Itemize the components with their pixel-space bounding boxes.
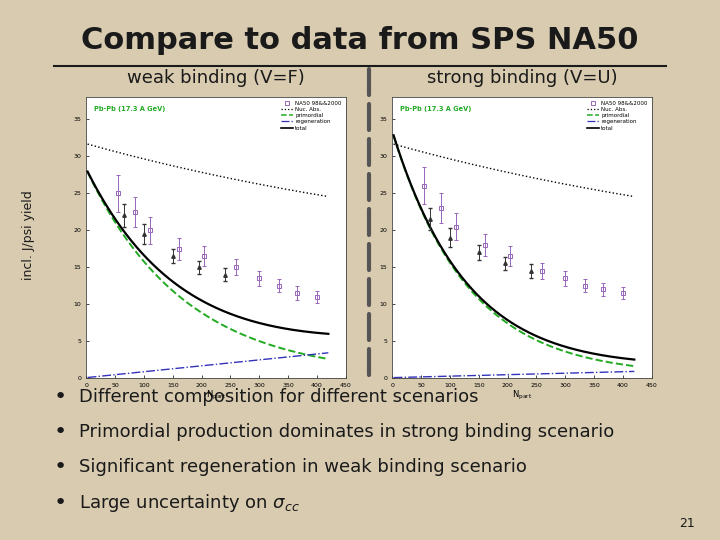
Text: 21: 21 (679, 517, 695, 530)
Text: •: • (54, 387, 67, 407)
Text: Pb-Pb (17.3 A GeV): Pb-Pb (17.3 A GeV) (94, 106, 166, 112)
Text: Pb-Pb (17.3 A GeV): Pb-Pb (17.3 A GeV) (400, 106, 472, 112)
Legend: NA50 98&&2000, Nuc. Abs., primordial, regeneration, total: NA50 98&&2000, Nuc. Abs., primordial, re… (280, 100, 343, 132)
X-axis label: N$_{\rm part}$: N$_{\rm part}$ (512, 389, 532, 402)
Text: weak binding (V=F): weak binding (V=F) (127, 69, 305, 87)
Text: •: • (54, 422, 67, 442)
Legend: NA50 98&&2000, Nuc. Abs., primordial, regeneration, total: NA50 98&&2000, Nuc. Abs., primordial, re… (586, 100, 649, 132)
Text: Large uncertainty on $\sigma_{cc}$: Large uncertainty on $\sigma_{cc}$ (79, 492, 300, 514)
Text: •: • (54, 493, 67, 514)
Text: Primordial production dominates in strong binding scenario: Primordial production dominates in stron… (79, 423, 614, 441)
Text: Compare to data from SPS NA50: Compare to data from SPS NA50 (81, 26, 639, 55)
Text: strong binding (V=U): strong binding (V=U) (427, 69, 617, 87)
Text: Significant regeneration in weak binding scenario: Significant regeneration in weak binding… (79, 458, 527, 476)
Text: •: • (54, 457, 67, 477)
Text: Different composition for different scenarios: Different composition for different scen… (79, 388, 479, 406)
Text: incl. J/psi yield: incl. J/psi yield (22, 190, 35, 280)
X-axis label: N$_{\rm part}$: N$_{\rm part}$ (206, 389, 226, 402)
